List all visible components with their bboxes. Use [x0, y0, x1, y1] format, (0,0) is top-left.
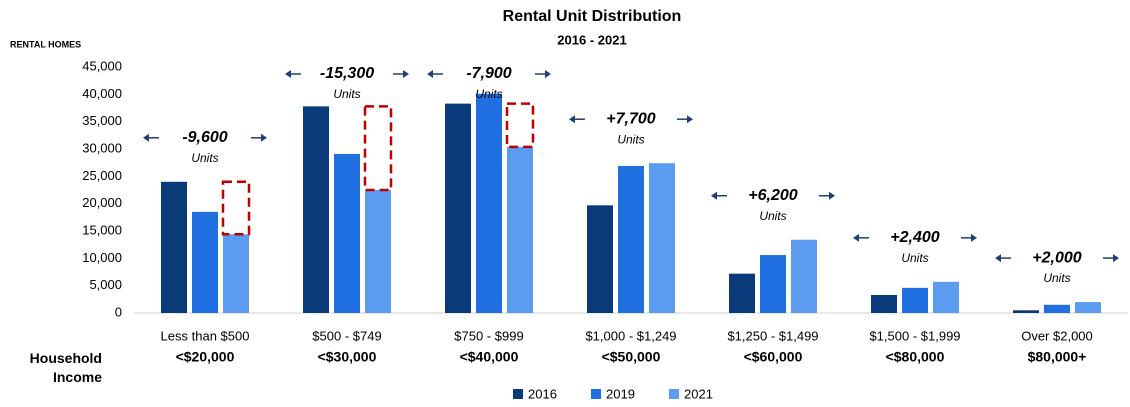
change-label: -15,300: [320, 65, 374, 82]
arrow-head: [1113, 254, 1119, 263]
change-label: -7,900: [466, 65, 511, 82]
change-box: [221, 180, 251, 236]
bar: [729, 273, 755, 313]
change-unit: Units: [475, 87, 502, 101]
change-box: [505, 102, 535, 149]
y-axis-label: RENTAL HOMES: [10, 39, 81, 49]
change-unit: Units: [1043, 271, 1070, 285]
arrow-head: [971, 233, 977, 242]
bar: [476, 93, 502, 313]
x-tick-label: $1,000 - $1,249: [585, 328, 676, 343]
change-unit: Units: [333, 87, 360, 101]
income-label: $80,000+: [1028, 349, 1087, 365]
bar: [587, 205, 613, 313]
x-tick-label: Less than $500: [161, 328, 250, 343]
arrow-head: [261, 133, 267, 142]
income-label: <$50,000: [602, 349, 661, 365]
income-label: <$80,000: [886, 349, 945, 365]
income-label: <$40,000: [460, 349, 519, 365]
x-tick-label: Over $2,000: [1021, 328, 1093, 343]
change-unit: Units: [617, 132, 644, 146]
bar: [791, 239, 817, 313]
legend-label: 2019: [606, 386, 635, 401]
bar: [365, 190, 391, 313]
arrow-head: [687, 115, 693, 124]
arrow-head: [285, 70, 291, 78]
y-tick-label: 10,000: [82, 250, 122, 265]
y-tick-label: 0: [115, 304, 122, 319]
bar: [933, 281, 959, 313]
bar: [161, 181, 187, 313]
x-tick-label: $750 - $999: [454, 328, 523, 343]
income-label: <$30,000: [318, 349, 377, 365]
change-box: [363, 105, 393, 192]
bar: [445, 103, 471, 313]
y-tick-label: 45,000: [82, 58, 122, 73]
change-label: +2,000: [1032, 249, 1081, 266]
legend-label: 2016: [528, 386, 557, 401]
arrow-head: [545, 70, 551, 78]
change-unit: Units: [901, 251, 928, 265]
bar: [1044, 304, 1070, 313]
x-tick-label: $500 - $749: [312, 328, 381, 343]
y-tick-label: 15,000: [82, 222, 122, 237]
arrow-head: [427, 70, 433, 78]
bar: [1075, 302, 1101, 313]
arrow-head: [711, 191, 717, 200]
bar: [1013, 310, 1039, 313]
change-label: +6,200: [748, 187, 797, 204]
y-tick-label: 30,000: [82, 140, 122, 155]
bar: [649, 163, 675, 313]
arrow-head: [143, 133, 149, 142]
arrow-head: [995, 254, 1001, 263]
arrow-head: [569, 115, 575, 124]
bar: [303, 106, 329, 313]
y-tick-label: 5,000: [89, 277, 122, 292]
legend-swatch: [591, 389, 601, 399]
legend-swatch: [513, 389, 523, 399]
y-tick-label: 20,000: [82, 195, 122, 210]
arrow-head: [403, 70, 409, 78]
bar: [334, 153, 360, 313]
bar: [618, 165, 644, 313]
arrow-head: [853, 233, 859, 242]
y-tick-label: 35,000: [82, 113, 122, 128]
chart-title: Rental Unit Distribution: [503, 8, 682, 25]
change-unit: Units: [191, 151, 218, 165]
bar: [871, 294, 897, 313]
bar: [192, 211, 218, 313]
change-label: +7,700: [606, 110, 655, 127]
legend-label: 2021: [684, 386, 713, 401]
chart-subtitle: 2016 - 2021: [557, 32, 626, 47]
bar: [760, 255, 786, 313]
y-tick-label: 40,000: [82, 86, 122, 101]
change-label: -9,600: [182, 129, 227, 146]
bar: [507, 146, 533, 313]
change-label: +2,400: [890, 229, 939, 246]
x-tick-label: $1,500 - $1,999: [869, 328, 960, 343]
arrow-head: [829, 191, 835, 200]
income-label: <$20,000: [176, 349, 235, 365]
change-unit: Units: [759, 209, 786, 223]
income-label: <$60,000: [744, 349, 803, 365]
x-axis-label: Household Income: [29, 350, 102, 385]
bar: [902, 287, 928, 313]
x-tick-label: $1,250 - $1,499: [727, 328, 818, 343]
y-tick-label: 25,000: [82, 168, 122, 183]
legend-swatch: [669, 389, 679, 399]
bar: [223, 234, 249, 313]
